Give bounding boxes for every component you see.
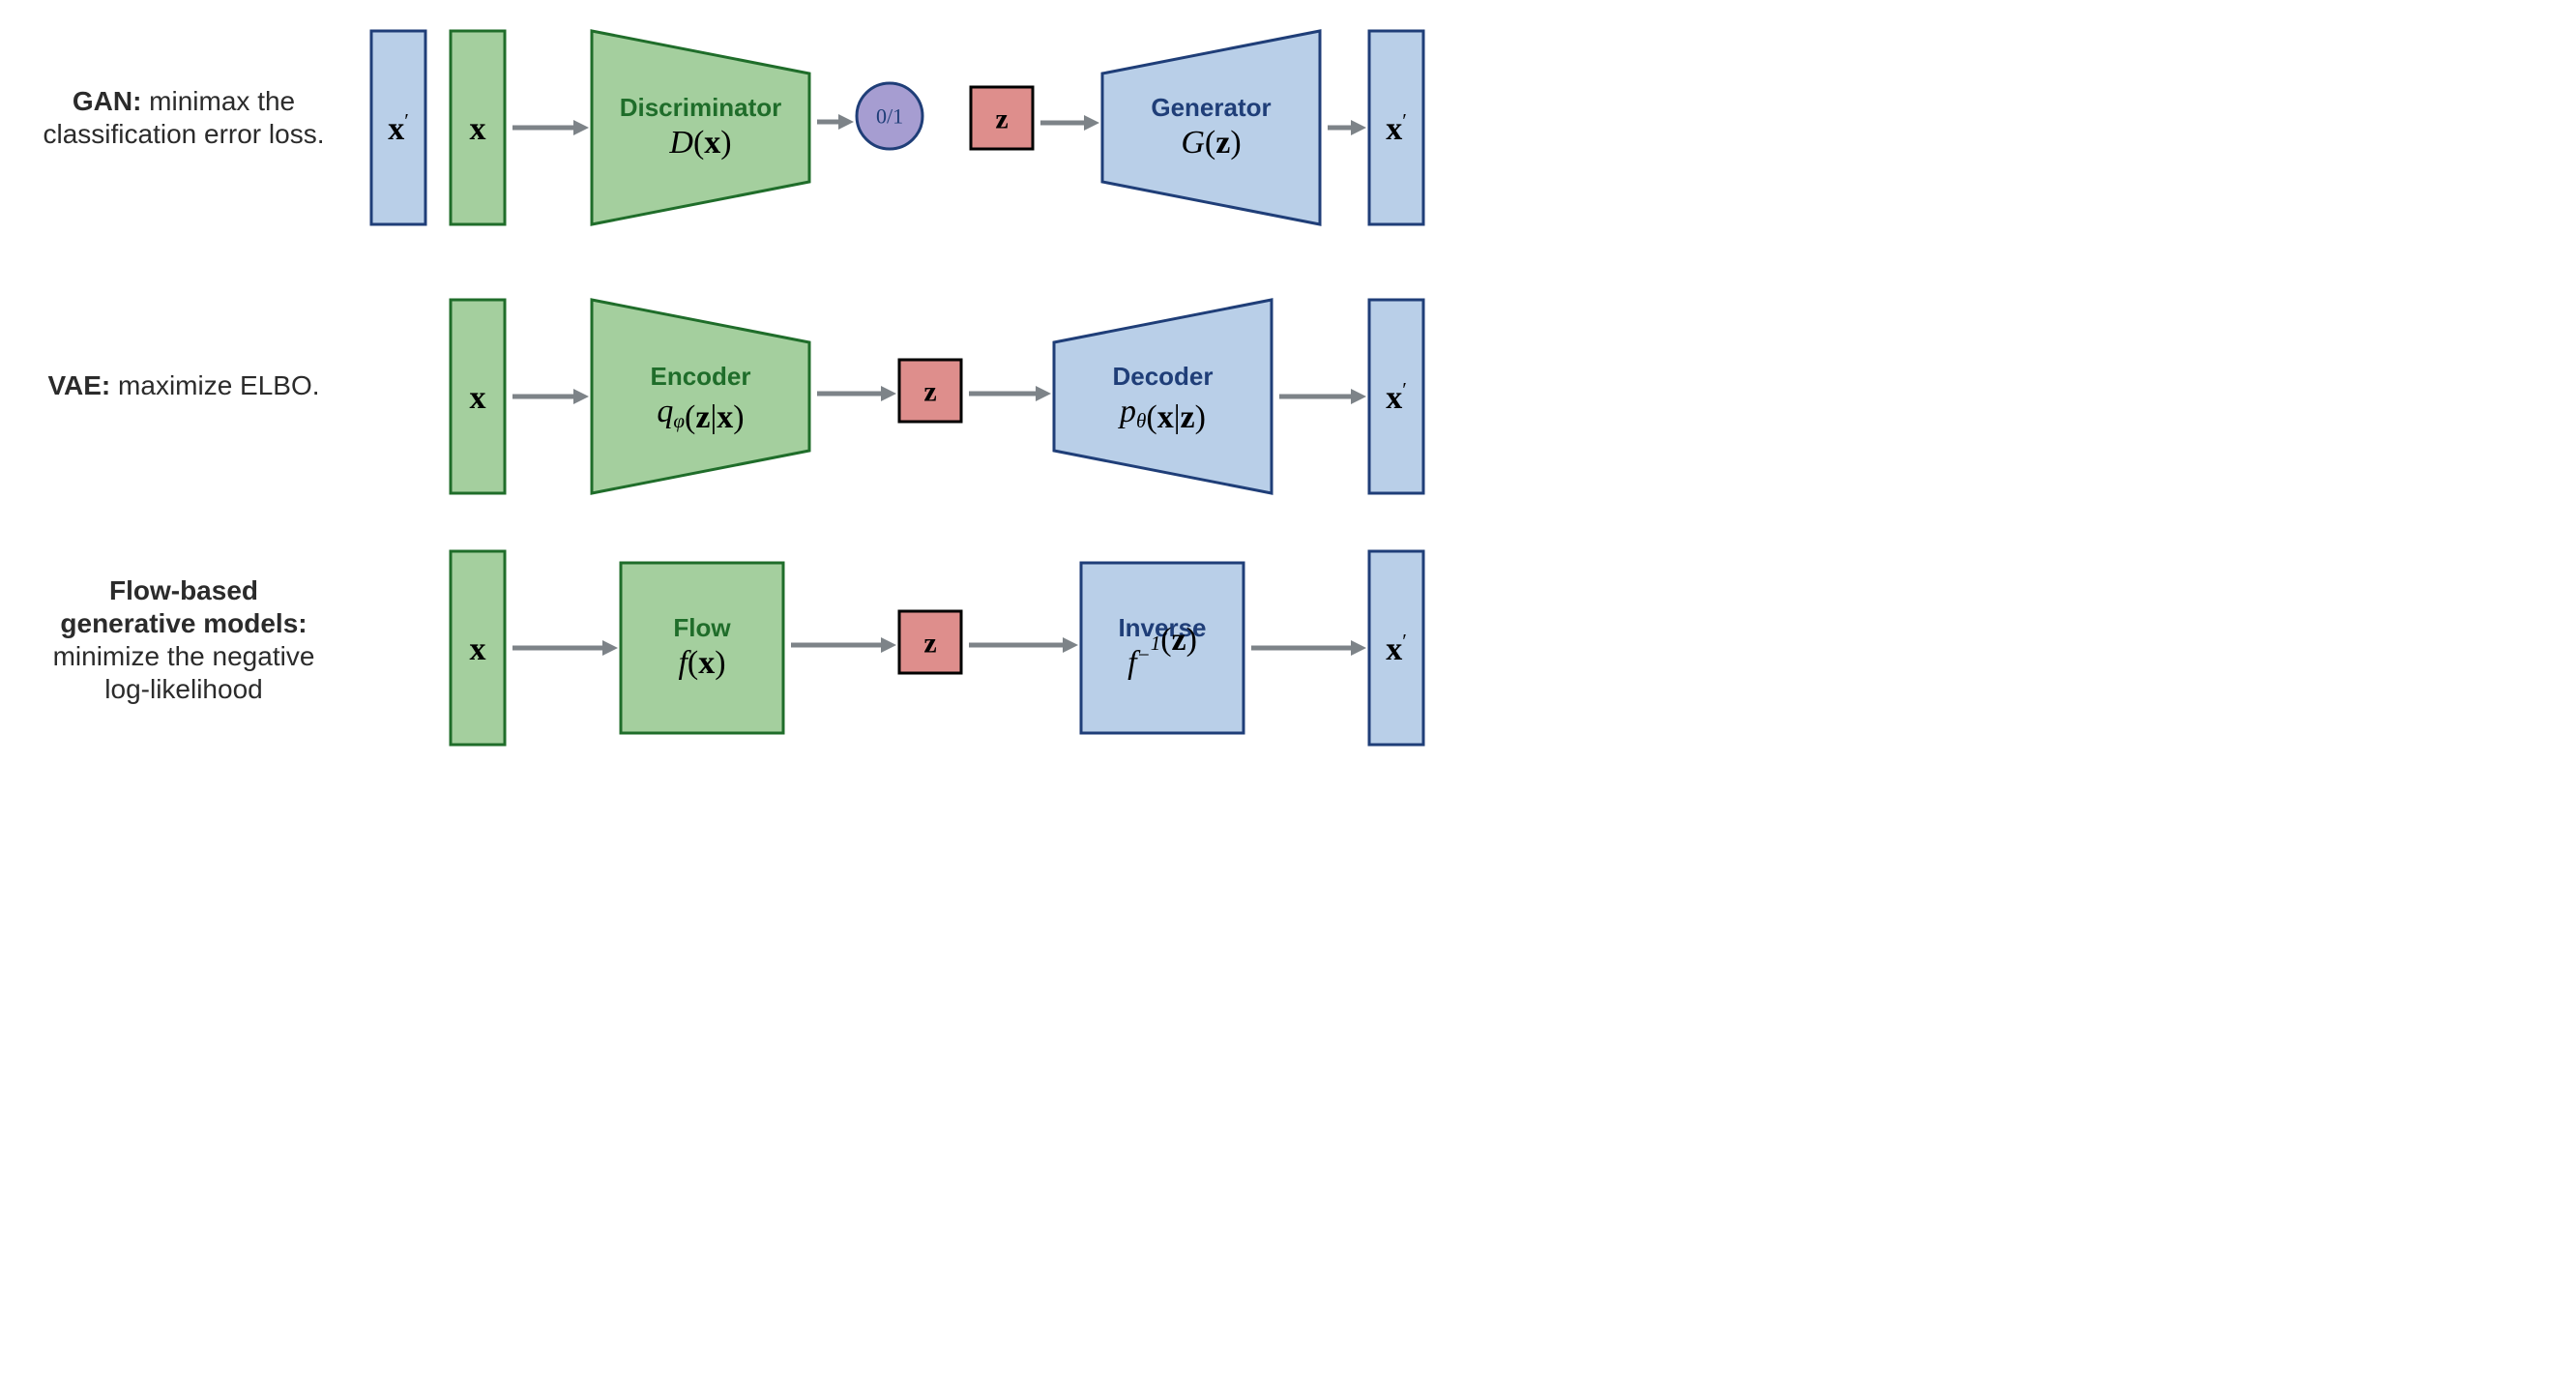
gan_z: z [971,87,1033,149]
flow_x: x [451,551,505,745]
vae_enc-math: qφ(z|x) [657,394,744,435]
gan_out01-math: 0/1 [876,104,903,129]
gan_out01: 0/1 [857,83,922,149]
vae_enc-title: Encoder [650,362,750,391]
gan_x-math: x [470,111,486,147]
gan_disc-title: Discriminator [620,93,782,122]
flow_fwd: Flow f(x) [621,563,783,733]
flow_z: z [899,611,961,673]
desc-flow-4: log-likelihood [104,674,262,704]
desc-gan-2: classification error loss. [44,119,325,149]
gan_x: x [451,31,505,224]
flow_xprime: x′ [1369,551,1423,745]
vae_z-math: z [923,376,936,408]
desc-flow-3: minimize the negative [53,641,315,671]
desc-vae: VAE: maximize ELBO. [47,370,319,400]
gan_gen-math: G(z) [1181,125,1241,161]
flow_z-math: z [923,628,936,660]
gan_xprime_out: x′ [1369,31,1423,224]
vae_z: z [899,360,961,422]
gan_gen-title: Generator [1151,93,1271,122]
desc-flow-1: Flow-based [109,575,258,605]
flow_fwd-math: f(x) [678,645,725,681]
desc-flow-2: generative models: [60,608,307,638]
diagram-svg: GAN: minimax the classification error lo… [0,0,1431,764]
vae_xprime: x′ [1369,300,1423,493]
vae_dec-title: Decoder [1112,362,1213,391]
flow_inv: Inverse f−1(z) [1081,563,1244,733]
gan_xprime_in: x′ [371,31,425,224]
flow_x-math: x [470,632,486,667]
vae_x-math: x [470,380,486,416]
flow_fwd-title: Flow [673,613,731,642]
desc-gan: GAN: minimax the [73,86,295,116]
vae_x: x [451,300,505,493]
vae_dec-math: pθ(x|z) [1118,394,1206,435]
gan_disc-math: D(x) [668,125,731,161]
diagram-root: GAN: minimax the classification error lo… [0,0,2576,764]
gan_z-math: z [995,103,1008,135]
